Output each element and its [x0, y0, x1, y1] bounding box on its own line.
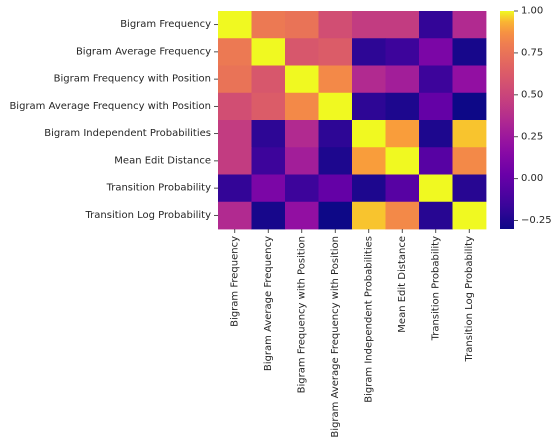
colorbar [500, 11, 514, 229]
column-tick-label: Mean Edit Distance [397, 236, 408, 333]
heatmap-cell [452, 201, 487, 230]
heatmap-cell [285, 11, 319, 39]
heatmap-cell [251, 201, 286, 230]
heatmap-cell [352, 120, 386, 148]
heatmap-cells [218, 11, 487, 230]
colorbar-tick-label: 0.75 [521, 47, 543, 58]
heatmap-cell [318, 174, 353, 203]
heatmap-cell [251, 147, 286, 175]
column-tick-label: Bigram Frequency [229, 236, 240, 327]
heatmap-cell [285, 38, 319, 66]
heatmap-cell [419, 120, 453, 148]
heatmap-cell [352, 11, 386, 39]
row-tick-label: Mean Edit Distance [114, 155, 211, 166]
colorbar-ticks: 1.00 0.75 0.50 0.25 0.00 −0.25 [514, 6, 552, 226]
column-tick-label: Bigram Average Frequency with Position [330, 236, 341, 438]
heatmap-cell [419, 92, 453, 121]
row-tick-label: Bigram Frequency with Position [54, 74, 211, 85]
row-tick-label: Transition Probability [106, 183, 211, 194]
heatmap-cell [318, 92, 353, 121]
column-tick-label: Transition Log Probability [464, 236, 475, 363]
heatmap-cell [218, 201, 252, 230]
heatmap-cell [452, 11, 487, 39]
heatmap-cell [218, 120, 252, 148]
heatmap-cell [285, 174, 319, 203]
heatmap-cell [452, 92, 487, 121]
row-tick-label: Bigram Average Frequency with Position [9, 101, 211, 112]
heatmap-cell [218, 174, 252, 203]
heatmap-cell [285, 201, 319, 230]
column-tick-label: Bigram Frequency with Position [296, 236, 307, 393]
row-tick-label: Bigram Average Frequency [76, 46, 211, 57]
heatmap-cell [218, 147, 252, 175]
column-tick-label: Bigram Average Frequency [263, 236, 274, 371]
heatmap-cell [218, 38, 252, 66]
heatmap-cell [385, 120, 420, 148]
heatmap-cell [318, 65, 353, 94]
heatmap-cell [318, 201, 353, 230]
heatmap-cell [251, 65, 286, 94]
heatmap-cell [385, 65, 420, 94]
colorbar-tick-label: −0.25 [521, 215, 552, 226]
heatmap-cell [352, 65, 386, 94]
heatmap-cell [419, 201, 453, 230]
heatmap-cell [385, 147, 420, 175]
heatmap-cell [419, 65, 453, 94]
heatmap-cell [452, 120, 487, 148]
colorbar-tick-label: 0.50 [521, 89, 543, 100]
heatmap-cell [419, 11, 453, 39]
heatmap-cell [251, 11, 286, 39]
row-tick-label: Transition Log Probability [85, 210, 212, 221]
row-tick-labels: Bigram Frequency Bigram Average Frequency… [9, 19, 218, 221]
heatmap-cell [318, 11, 353, 39]
heatmap-cell [352, 92, 386, 121]
heatmap-cell [452, 147, 487, 175]
heatmap-cell [385, 92, 420, 121]
row-tick-label: Bigram Independent Probabilities [44, 128, 211, 139]
heatmap-cell [318, 38, 353, 66]
column-tick-label: Transition Probability [430, 236, 441, 341]
heatmap-cell [218, 92, 252, 121]
heatmap-cell [419, 147, 453, 175]
heatmap-cell [251, 92, 286, 121]
heatmap-cell [352, 201, 386, 230]
heatmap-cell [452, 174, 487, 203]
heatmap-cell [285, 92, 319, 121]
heatmap-cell [452, 65, 487, 94]
heatmap-cell [285, 65, 319, 94]
heatmap-cell [251, 174, 286, 203]
heatmap-cell [318, 147, 353, 175]
heatmap-cell [419, 174, 453, 203]
colorbar-tick-label: 0.25 [521, 131, 543, 142]
heatmap-cell [218, 11, 252, 39]
heatmap-cell [452, 38, 487, 66]
heatmap-cell [385, 11, 420, 39]
colorbar-tick-label: 1.00 [521, 6, 543, 17]
heatmap-cell [285, 120, 319, 148]
heatmap-cell [318, 120, 353, 148]
heatmap-cell [251, 38, 286, 66]
heatmap-cell [285, 147, 319, 175]
column-tick-label: Bigram Independent Probabilities [363, 236, 374, 403]
heatmap-cell [385, 38, 420, 66]
row-tick-label: Bigram Frequency [120, 19, 211, 30]
heatmap-cell [385, 174, 420, 203]
colorbar-tick-label: 0.00 [521, 173, 543, 184]
heatmap-cell [419, 38, 453, 66]
heatmap-cell [218, 65, 252, 94]
heatmap-cell [251, 120, 286, 148]
heatmap-cell [352, 38, 386, 66]
heatmap-cell [352, 147, 386, 175]
column-tick-labels: Bigram Frequency Bigram Average Frequency… [229, 229, 475, 438]
heatmap-cell [352, 174, 386, 203]
heatmap-cell [385, 201, 420, 230]
